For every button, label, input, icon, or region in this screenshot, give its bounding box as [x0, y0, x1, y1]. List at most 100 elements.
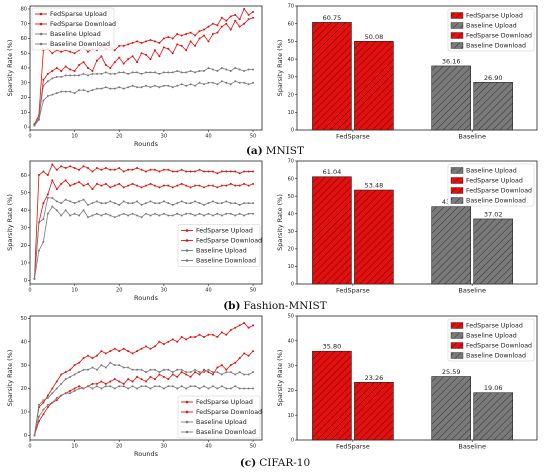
line-2-series-3-point: [113, 387, 116, 390]
line-2-series-1-point: [69, 389, 72, 392]
line-1-series-0-point: [131, 168, 134, 171]
line-0-series-1-point: [95, 59, 98, 62]
line-2-series-2-point: [207, 368, 210, 371]
line-2-series-0-point: [55, 380, 58, 383]
line-0-series-3-point: [234, 80, 237, 83]
line-0-series-1-point: [145, 53, 147, 56]
line-0-series-0-point: [122, 44, 125, 47]
line-1-series-1-point: [145, 184, 147, 187]
line-0-series-1-point: [176, 43, 179, 46]
line-1-series-3-point: [243, 214, 246, 217]
line-0-legend-swatch-marker: [39, 12, 43, 16]
line-2-series-0-point: [220, 331, 223, 334]
line-1-series-2-point: [247, 202, 250, 205]
line-0-series-3-point: [198, 81, 201, 84]
line-0-series-1-point: [211, 33, 214, 36]
line-2-series-0-point: [91, 357, 94, 360]
line-0-series-0-point: [73, 52, 76, 55]
line-1-series-2-point: [252, 202, 255, 205]
line-1-series-2-point: [51, 196, 54, 199]
caption-mnist-name: MNIST: [266, 145, 304, 157]
line-0-xtick-label: 50: [250, 134, 256, 140]
line-2-ytick-label: 20: [21, 386, 27, 392]
line-2-series-2-point: [64, 378, 67, 381]
line-1-series-0-point: [42, 170, 45, 173]
line-0-series-1-point: [51, 69, 54, 72]
caption-cifar10: (c) CIFAR-10: [240, 457, 310, 469]
line-0-series-2-point: [207, 67, 210, 69]
line-1-series-3-point: [122, 212, 125, 215]
line-1-series-1-point: [69, 184, 72, 187]
bar-2-y-axis-label: Sparsity Rate (%): [276, 350, 284, 407]
line-2-ytick-label: 40: [21, 339, 27, 345]
line-0-series-2-point: [176, 69, 179, 72]
line-1-series-3-point: [162, 212, 165, 215]
line-2-series-3-point: [149, 387, 152, 390]
line-0-x-axis-label: Rounds: [134, 140, 159, 148]
line-0-series-0-point: [220, 16, 223, 19]
line-2-series-0-point: [69, 368, 72, 371]
line-2-series-1-point: [145, 380, 147, 383]
line-0-ytick-label: 30: [21, 80, 27, 86]
line-1-series-2-point: [189, 202, 192, 205]
line-1-series-3-point: [42, 240, 45, 243]
line-1-series-0-point: [238, 172, 241, 175]
line-0-series-0-point: [51, 52, 54, 55]
line-1-series-3-point: [252, 212, 255, 215]
line-1-series-2-point: [203, 203, 205, 206]
line-0-series-3-point: [73, 92, 76, 95]
line-2-series-0-point: [140, 347, 143, 350]
line-2-series-0-point: [247, 326, 250, 329]
bar-1-ytick-label: 0: [291, 282, 294, 288]
line-1-series-3-point: [198, 212, 201, 215]
line-1-legend-swatch-marker: [185, 249, 189, 252]
line-0-series-1-point: [113, 61, 116, 64]
line-1-series-2-point: [238, 203, 241, 206]
line-2-legend-swatch-marker: [185, 420, 189, 424]
line-0-series-2-point: [42, 84, 45, 87]
bar-1-legend-label: Baseline Upload: [466, 168, 517, 175]
line-2-legend-label: Baseline Download: [196, 429, 256, 436]
line-1-series-0-point: [51, 163, 54, 166]
line-1-series-3-point: [87, 216, 89, 219]
line-1-series-2-point: [113, 202, 116, 205]
line-2-series-1-point: [46, 406, 49, 409]
line-0-series-3-point: [109, 87, 112, 90]
bar-1-ytick-label: 20: [288, 247, 294, 253]
line-0-series-3-point: [37, 118, 40, 121]
line-0-series-2-point: [69, 74, 72, 77]
line-0-series-3-point: [140, 86, 143, 89]
line-1-series-3-point: [64, 209, 67, 212]
line-0-series-0-point: [252, 10, 255, 13]
line-1-series-3-point: [82, 209, 85, 212]
line-0-series-2-point: [64, 74, 67, 77]
line-1-series-3-point: [176, 212, 179, 215]
line-0-series-0-point: [207, 25, 210, 28]
line-2-series-2-point: [243, 373, 246, 376]
line-1-series-3-point: [91, 214, 94, 217]
bar-1-ytick-label: 70: [288, 159, 294, 165]
bar-1-bar: [473, 218, 514, 285]
line-2-legend-label: FedSparse Download: [196, 409, 262, 416]
line-2-series-0-point: [238, 324, 241, 327]
bar-2-legend: FedSparse Upload Baseline Upload FedSparse…: [447, 318, 535, 362]
line-2-series-1-point: [203, 368, 205, 371]
line-1-series-3-point: [229, 212, 232, 215]
line-0-legend-label: FedSparse Upload: [50, 11, 107, 18]
bar-1-y-axis-label: Sparsity Rate (%): [276, 194, 284, 251]
line-1-ytick-label: 40: [21, 208, 27, 214]
line-0-series-3-point: [149, 86, 152, 89]
line-1-xtick-label: 0: [28, 288, 31, 294]
line-0-ytick-label: 10: [21, 110, 27, 116]
line-2-series-2-point: [46, 396, 49, 399]
line-1-series-2-point: [207, 202, 210, 205]
bar-0-bar-value-label: 60.75: [323, 14, 342, 22]
line-0-series-3-point: [225, 81, 228, 84]
line-2-series-3-point: [153, 385, 156, 388]
line-2-series-2-point: [55, 387, 58, 390]
line-2-series-1-point: [211, 373, 214, 376]
line-2-series-2-point: [37, 403, 40, 406]
bar-1-bar-value-label: 37.02: [484, 210, 503, 218]
line-1-series-3-point: [140, 216, 143, 219]
